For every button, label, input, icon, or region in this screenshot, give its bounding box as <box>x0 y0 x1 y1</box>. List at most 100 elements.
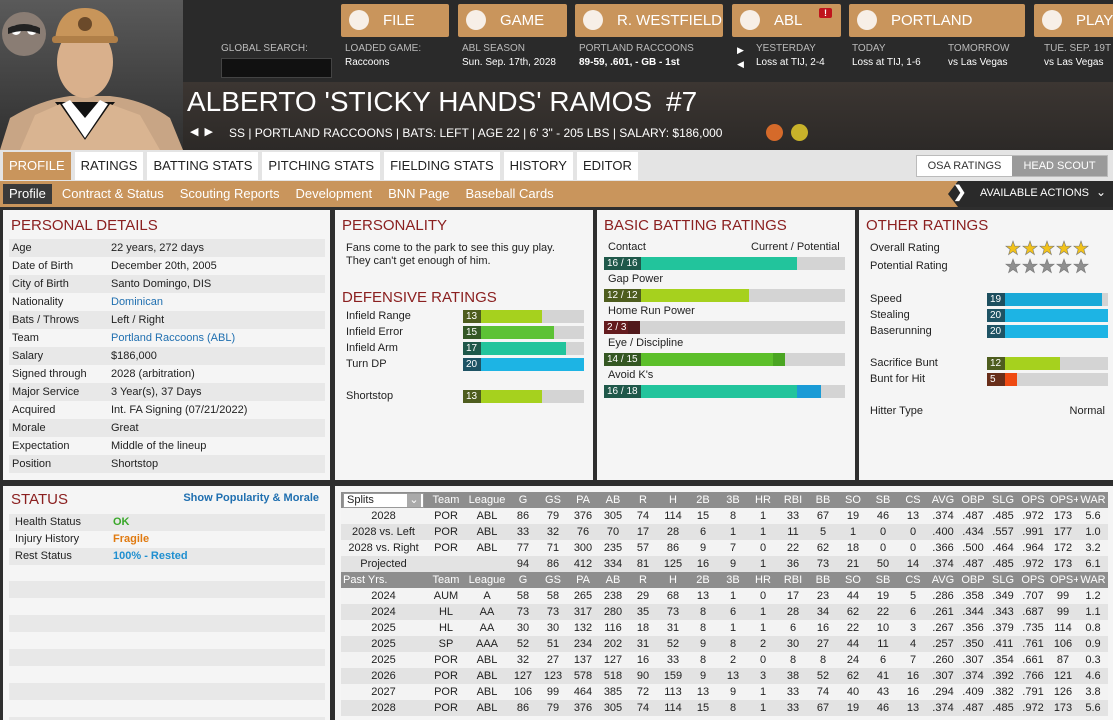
tab[interactable]: HISTORY <box>503 152 573 180</box>
rating-name: Infield Range <box>346 310 411 322</box>
splits-dropdown[interactable]: Splits ⌄ <box>343 492 424 508</box>
stats-cell: 94 <box>508 556 538 572</box>
stats-cell: ABL <box>466 524 508 540</box>
stats-cell: .972 <box>1018 556 1048 572</box>
nav-button[interactable]: PLAY <box>1034 4 1113 37</box>
column-label: WAR <box>1080 494 1106 506</box>
stats-cell: 9 <box>688 668 718 684</box>
tab[interactable]: PROFILE <box>3 152 71 180</box>
stats-cell: 127 <box>508 668 538 684</box>
stats-cell: POR <box>426 652 466 668</box>
stats-cell: 177 <box>1048 524 1078 540</box>
nav-button[interactable]: PORTLAND <box>849 4 1025 37</box>
tab[interactable]: PITCHING STATS <box>262 152 381 180</box>
tab[interactable]: BATTING STATS <box>147 152 259 180</box>
toggle-option[interactable]: HEAD SCOUT <box>1012 156 1107 176</box>
search-input[interactable] <box>221 58 332 78</box>
rating-value: 16 / 18 <box>604 385 641 398</box>
subtab[interactable]: Profile <box>3 184 52 204</box>
stats-cell: 9 <box>718 556 748 572</box>
status-link[interactable]: Show Popularity & Morale <box>183 492 319 504</box>
stats-cell: 0 <box>748 652 778 668</box>
tab[interactable]: EDITOR <box>576 152 638 180</box>
stats-panel: Splits ⌄ Team League G GS PA AB R H 2B 3B HR RBI BB SO S… <box>335 486 1113 720</box>
detail-row: Date of Birth December 20th, 2005 <box>9 257 325 275</box>
player-arrows[interactable]: ◀▶ <box>190 126 219 138</box>
stats-cell: .411 <box>988 636 1018 652</box>
actions-button[interactable]: AVAILABLE ACTIONS <box>980 187 1090 199</box>
stats-cell: 1 <box>718 524 748 540</box>
player-portrait <box>0 0 183 150</box>
player-name: ALBERTO 'STICKY HANDS' RAMOS <box>187 86 653 117</box>
stats-cell: 11 <box>778 524 808 540</box>
nav-button[interactable]: FILE <box>341 4 449 37</box>
stats-cell: 15 <box>688 508 718 524</box>
subtab[interactable]: Contract & Status <box>61 186 164 201</box>
star <box>1005 258 1021 274</box>
stats-cell: .791 <box>1018 684 1048 700</box>
nav-label: R. WESTFIELD <box>617 12 723 29</box>
stats-cell: 71 <box>538 540 568 556</box>
rating-name: Infield Arm <box>346 342 398 354</box>
stats-row: 2028 vs. Left POR ABL 33 32 76 70 17 28 6 1 1 11 5 1 0 0… <box>341 524 1108 540</box>
column-header: SO <box>838 572 868 588</box>
stats-cell: 79 <box>538 700 568 716</box>
stats-cell: 58 <box>508 588 538 604</box>
subtab[interactable]: Baseball Cards <box>465 186 554 201</box>
rating-bar <box>463 326 554 339</box>
rating-bar <box>463 310 542 323</box>
stats-cell: .374 <box>928 508 958 524</box>
stats-cell: 44 <box>838 588 868 604</box>
stats-cell: 0 <box>898 524 928 540</box>
detail-value[interactable]: Dominican <box>111 296 163 308</box>
tab[interactable]: FIELDING STATS <box>384 152 500 180</box>
toggle-option[interactable]: OSA RATINGS <box>917 156 1012 176</box>
rating-value: 19 <box>987 293 1005 306</box>
column-header: SO <box>838 492 868 508</box>
stats-cell: 132 <box>568 620 598 636</box>
player-info: SS | PORTLAND RACCOONS | BATS: LEFT | AG… <box>229 126 723 140</box>
stats-cell: 280 <box>598 604 628 620</box>
stats-table: Splits ⌄ Team League G GS PA AB R H 2B 3B HR RBI BB SO S… <box>341 492 1108 716</box>
column-header: AB <box>598 572 628 588</box>
stats-cell: 8 <box>778 652 808 668</box>
stats-cell: 22 <box>778 540 808 556</box>
stats-cell: AAA <box>466 636 508 652</box>
rating-name: Gap Power <box>608 273 664 285</box>
subtab[interactable]: Development <box>295 186 373 201</box>
status-value: OK <box>113 516 130 528</box>
stats-cell: .766 <box>1018 668 1048 684</box>
stats-cell: 33 <box>778 508 808 524</box>
nav-button[interactable]: R. WESTFIELD <box>575 4 723 37</box>
column-label: BB <box>815 574 831 586</box>
stats-cell: 22 <box>838 620 868 636</box>
column-label: SO <box>845 574 861 586</box>
stats-cell: 2025 <box>341 652 426 668</box>
info-label: ABL SEASON <box>462 43 525 54</box>
stats-cell: .267 <box>928 620 958 636</box>
stats-cell <box>426 556 466 572</box>
rating-name: Baserunning <box>870 325 932 337</box>
tab[interactable]: RATINGS <box>74 152 144 180</box>
stats-cell: 2028 vs. Left <box>341 524 426 540</box>
nav-button[interactable]: GAME <box>458 4 567 37</box>
stats-cell: 62 <box>838 604 868 620</box>
subtab[interactable]: Scouting Reports <box>179 186 280 201</box>
column-label: OBP <box>961 574 985 586</box>
detail-row: Nationality Dominican <box>9 293 325 311</box>
star <box>1073 240 1089 256</box>
column-label: R <box>639 494 647 506</box>
stats-row: 2026 POR ABL 127 123 578 518 90 159 9 13 3 38 52 62 41 1… <box>341 668 1108 684</box>
star <box>1073 258 1089 274</box>
rating-name: Turn DP <box>346 358 387 370</box>
column-label: SB <box>875 494 891 506</box>
stats-cell: 578 <box>568 668 598 684</box>
other-ratings-panel: OTHER RATINGS Overall Rating Potential Rat… <box>859 210 1113 480</box>
detail-value[interactable]: Portland Raccoons (ABL) <box>111 332 236 344</box>
subtab[interactable]: BNN Page <box>388 186 450 201</box>
actions-caret: ⌄ <box>1096 185 1107 199</box>
header-row: Past Yrs. Team League G GS PA AB R H 2B 3B HR RBI BB S… <box>341 572 1108 588</box>
stats-cell: 74 <box>628 508 658 524</box>
rating-bar <box>987 325 1108 338</box>
stats-cell: 1 <box>748 524 778 540</box>
